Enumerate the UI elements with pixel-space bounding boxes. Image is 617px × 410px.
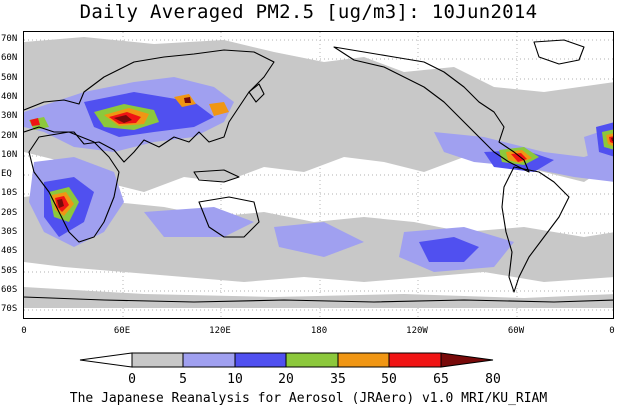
legend-bin — [182, 352, 236, 368]
lat-label: 40S — [1, 246, 18, 256]
legend-tick: 20 — [278, 372, 294, 387]
lon-label: 60W — [507, 326, 525, 336]
lon-label: 180 — [310, 326, 328, 336]
legend-arrow-high — [440, 352, 494, 368]
lat-label: 10N — [1, 150, 18, 160]
lat-label: 70N — [1, 34, 18, 44]
lon-label: 120E — [209, 326, 231, 336]
legend-bin — [131, 352, 184, 368]
lat-label: 50N — [1, 73, 18, 83]
legend-tick: 10 — [227, 372, 243, 387]
map-title: Daily Averaged PM2.5 [ug/m3]: 10Jun2014 — [79, 1, 538, 23]
lat-label: 20N — [1, 131, 18, 141]
legend-tick: 5 — [179, 372, 187, 387]
credit-line: The Japanese Reanalysis for Aerosol (JRA… — [69, 391, 548, 406]
lon-label: 120W — [406, 326, 428, 336]
lat-label: 60N — [1, 53, 18, 63]
lat-label: EQ — [1, 169, 12, 179]
legend-tick: 80 — [485, 372, 501, 387]
coastlines — [24, 39, 613, 303]
legend-bin — [337, 352, 390, 368]
legend-arrow-low — [79, 352, 133, 368]
lon-label: 0 — [21, 326, 27, 336]
pm25-map — [24, 32, 613, 318]
legend-bin — [234, 352, 287, 368]
legend-tick: 65 — [433, 372, 449, 387]
lat-label: 60S — [1, 285, 18, 295]
legend-tick: 35 — [330, 372, 346, 387]
lon-label: 0 — [609, 326, 615, 336]
pm25-fill-80-plus — [57, 97, 613, 208]
lon-label: 60E — [113, 326, 131, 336]
lat-label: 30S — [1, 227, 18, 237]
legend-tick: 0 — [128, 372, 136, 387]
legend-bin — [388, 352, 442, 368]
map-frame — [23, 31, 614, 319]
lat-label: 70S — [1, 304, 18, 314]
color-legend: 0 5 10 20 35 50 65 80 — [79, 352, 501, 387]
lat-label: 10S — [1, 188, 18, 198]
lat-label: 40N — [1, 92, 18, 102]
lat-label: 50S — [1, 266, 18, 276]
legend-bin — [285, 352, 339, 368]
lat-label: 20S — [1, 208, 18, 218]
legend-tick: 50 — [381, 372, 397, 387]
lat-label: 30N — [1, 111, 18, 121]
